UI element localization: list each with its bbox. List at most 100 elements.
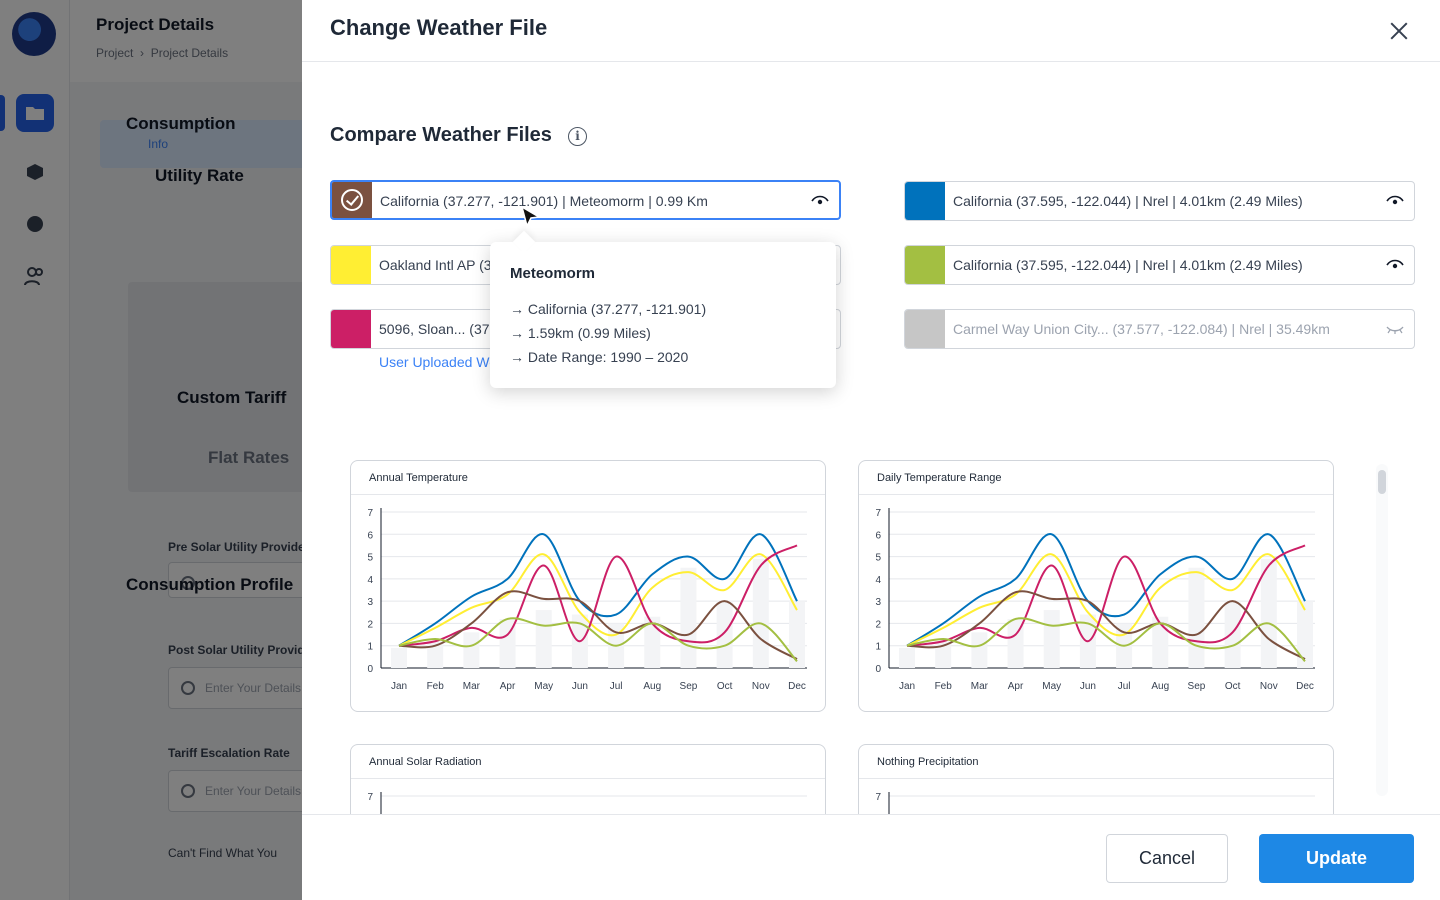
chart-title: Daily Temperature Range	[877, 472, 1002, 484]
y-tick-label: 5	[875, 553, 881, 564]
y-tick-label: 0	[875, 664, 881, 675]
x-tick-label: Jul	[1118, 681, 1131, 692]
color-swatch	[331, 246, 371, 284]
divider	[859, 778, 1333, 779]
x-tick-label: Feb	[935, 681, 953, 692]
y-tick-label: 1	[875, 642, 881, 653]
x-tick-label: May	[534, 681, 553, 692]
series-line	[906, 533, 1306, 647]
background-bar	[535, 610, 552, 668]
y-tick-label: 7	[875, 508, 881, 519]
chart-card-annual-solar-radiation: Annual Solar Radiation 7	[350, 744, 826, 824]
y-tick-label: 2	[367, 619, 373, 630]
charts-scrollbar[interactable]	[1376, 464, 1388, 796]
background-bar	[427, 641, 444, 668]
background-bar	[680, 567, 697, 668]
weather-file-tooltip: Meteomorm → California (37.277, -121.901…	[490, 242, 836, 388]
scrollbar-thumb[interactable]	[1378, 470, 1386, 494]
chart-card-annual-temperature: Annual Temperature 0 1 2 3 4 5 6 7 Jan Feb Mar Apr M…	[350, 460, 826, 712]
x-tick-label: Sep	[680, 681, 698, 692]
color-swatch	[905, 310, 945, 348]
y-tick-label: 3	[875, 597, 881, 608]
series-line	[906, 590, 1306, 660]
background-bar	[463, 632, 480, 668]
x-tick-label: Jun	[1080, 681, 1096, 692]
check-circle-icon	[341, 189, 363, 211]
background-bar	[971, 632, 988, 668]
weather-file-label: California (37.277, -121.901) | Meteomor…	[380, 193, 708, 209]
color-swatch	[331, 310, 371, 348]
y-tick-label: 2	[875, 619, 881, 630]
chart-title: Annual Solar Radiation	[369, 756, 482, 768]
x-tick-label: Jan	[899, 681, 915, 692]
background-bar	[391, 647, 407, 668]
y-tick-label: 5	[367, 553, 373, 564]
tooltip-line: → California (37.277, -121.901)	[510, 301, 707, 317]
chart-title: Annual Temperature	[369, 472, 468, 484]
weather-file-row[interactable]: California (37.595, -122.044) | Nrel | 4…	[904, 245, 1415, 285]
divider	[351, 494, 825, 495]
x-tick-label: Jul	[610, 681, 623, 692]
x-tick-label: Nov	[752, 681, 770, 692]
y-tick-label: 1	[367, 642, 373, 653]
background-bar	[1260, 558, 1277, 668]
y-tick-label: 7	[875, 792, 881, 803]
chart-card-daily-temperature-range: Daily Temperature Range 0 1 2 3 4 5 6 7 Jan Feb Ma…	[858, 460, 1334, 712]
background-bar	[1152, 616, 1169, 668]
x-tick-label: Mar	[971, 681, 989, 692]
eye-off-icon[interactable]	[1386, 322, 1404, 336]
background-bar	[1297, 601, 1313, 668]
series-line	[906, 544, 1306, 647]
chart-annual-temperature: 0 1 2 3 4 5 6 7 Jan Feb Mar Apr May Jun Jul Aug Sep Oct No…	[367, 508, 807, 692]
tooltip-line: → Date Range: 1990 – 2020	[510, 349, 689, 365]
weather-file-label: Carmel Way Union City... (37.577, -122.0…	[953, 321, 1330, 337]
color-swatch	[332, 182, 372, 218]
y-tick-label: 3	[367, 597, 373, 608]
background-bar	[1224, 601, 1241, 668]
update-button[interactable]: Update	[1259, 834, 1414, 883]
cancel-button[interactable]: Cancel	[1106, 834, 1228, 883]
background-bar	[935, 641, 952, 668]
x-tick-label: Jun	[572, 681, 588, 692]
series-line	[906, 553, 1306, 647]
x-tick-label: Dec	[1296, 681, 1314, 692]
y-tick-label: 6	[875, 530, 881, 541]
chart-title: Nothing Precipitation	[877, 756, 979, 768]
x-tick-label: Dec	[788, 681, 806, 692]
divider	[351, 778, 825, 779]
background-bar	[899, 647, 915, 668]
y-tick-label: 6	[367, 530, 373, 541]
tooltip-title: Meteomorm	[510, 265, 596, 282]
tooltip-line: → 1.59km (0.99 Miles)	[510, 325, 651, 341]
series-line	[906, 617, 1306, 663]
series-line	[398, 533, 798, 647]
y-tick-label: 4	[875, 575, 881, 586]
modal-title: Change Weather File	[330, 15, 548, 40]
x-tick-label: Jan	[391, 681, 407, 692]
close-icon[interactable]	[1386, 18, 1412, 44]
y-tick-label: 0	[367, 664, 373, 675]
color-swatch	[905, 246, 945, 284]
y-tick-label: 7	[367, 508, 373, 519]
weather-file-row[interactable]: Carmel Way Union City... (37.577, -122.0…	[904, 309, 1415, 349]
x-tick-label: Oct	[717, 681, 733, 692]
eye-icon[interactable]	[811, 194, 829, 208]
section-title: Compare Weather Files	[330, 124, 552, 146]
weather-file-row[interactable]: California (37.595, -122.044) | Nrel | 4…	[904, 181, 1415, 221]
weather-file-row[interactable]: California (37.277, -121.901) | Meteomor…	[330, 180, 841, 220]
series-line	[398, 553, 798, 647]
chart-card-nothing-precipitation: Nothing Precipitation 7	[858, 744, 1334, 824]
x-tick-label: May	[1042, 681, 1061, 692]
x-tick-label: Aug	[1151, 681, 1169, 692]
x-tick-label: Apr	[1008, 681, 1024, 692]
series-line	[398, 617, 798, 663]
chart-daily-temperature-range: 0 1 2 3 4 5 6 7 Jan Feb Mar Apr May Jun Jul Aug Sep Oct No…	[875, 508, 1315, 692]
weather-file-label: California (37.595, -122.044) | Nrel | 4…	[953, 193, 1303, 209]
background-bar	[644, 616, 661, 668]
divider	[859, 494, 1333, 495]
info-icon[interactable]: i	[568, 127, 587, 146]
modal-footer	[302, 814, 1440, 900]
eye-icon[interactable]	[1386, 194, 1404, 208]
background-bar	[1188, 567, 1205, 668]
eye-icon[interactable]	[1386, 258, 1404, 272]
